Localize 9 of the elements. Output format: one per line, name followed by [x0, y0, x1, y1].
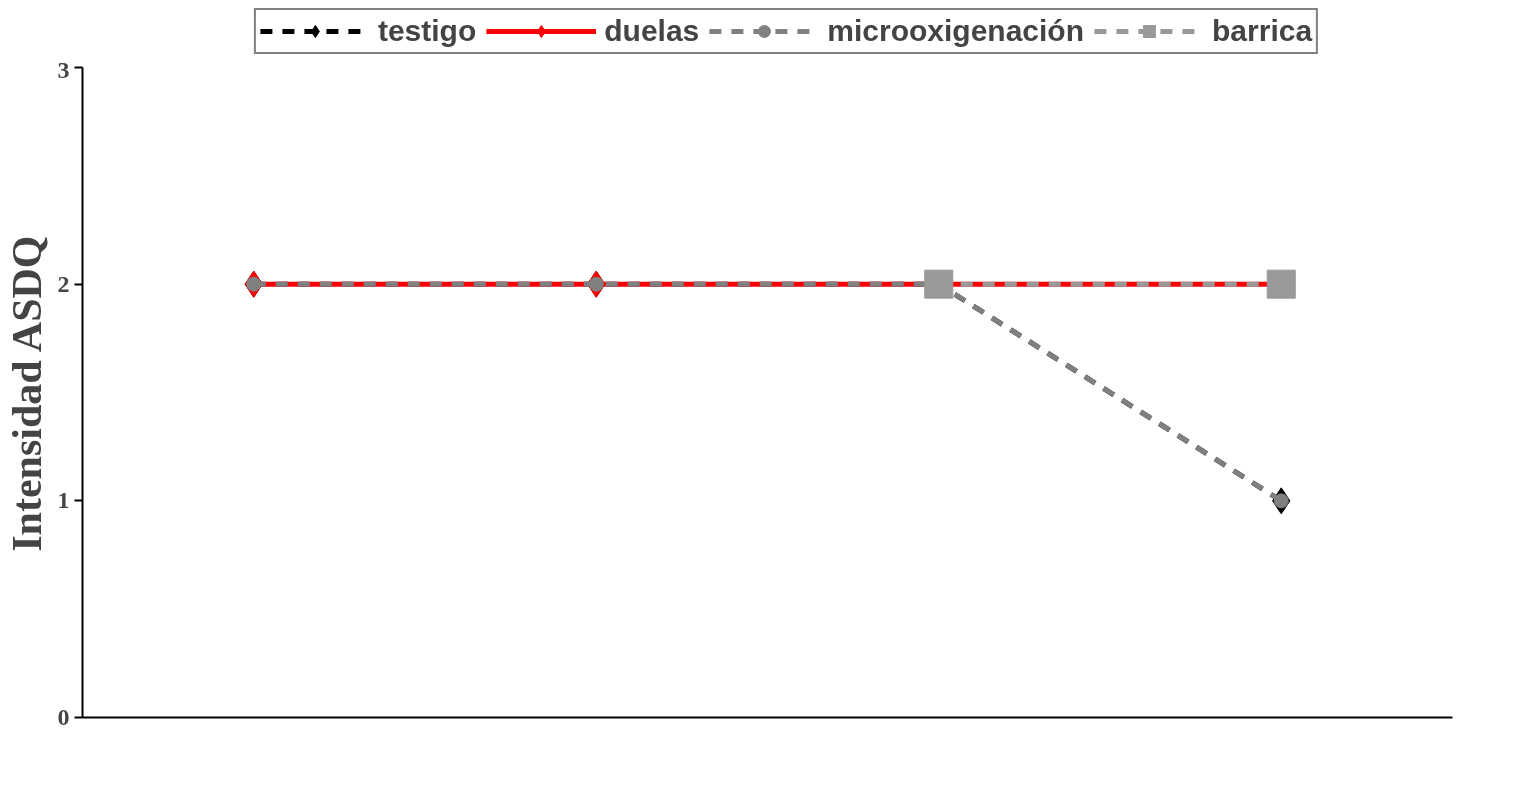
- y-tick-label: 0: [57, 704, 70, 730]
- y-tick-label: 1: [57, 487, 70, 514]
- legend-label: duelas: [604, 14, 700, 48]
- y-tick-label: 3: [57, 56, 70, 83]
- y-tick-label: 2: [57, 270, 70, 297]
- y-axis-title: Intensidad ASDQ: [3, 235, 50, 552]
- legend-label: microoxigenación: [827, 14, 1085, 48]
- legend-label: testigo: [377, 14, 477, 48]
- legend-label: barrica: [1212, 14, 1313, 48]
